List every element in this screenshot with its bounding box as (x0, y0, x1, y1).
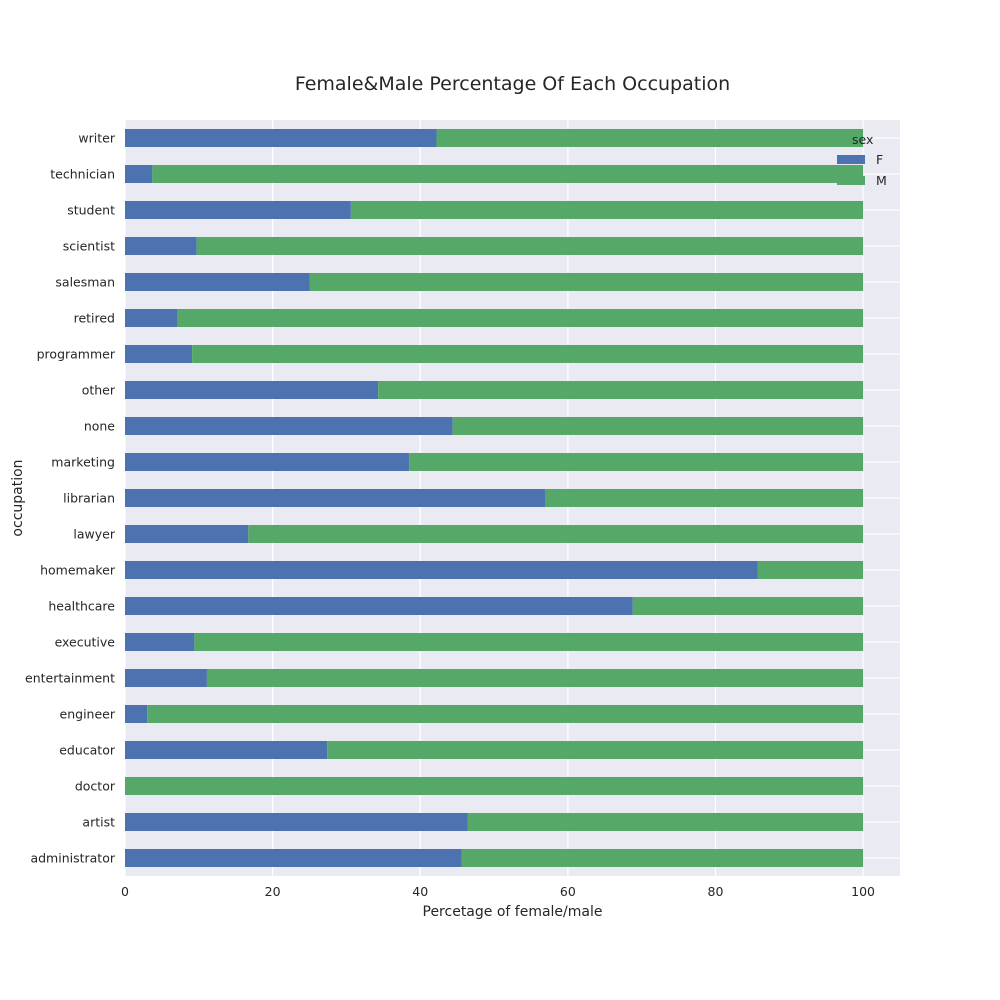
y-tick-label: salesman (55, 275, 115, 290)
y-tick-label: engineer (60, 707, 116, 722)
bar-f-other (125, 381, 379, 399)
y-tick-label: entertainment (25, 671, 115, 686)
bar-f-lawyer (125, 525, 249, 543)
bar-f-librarian (125, 489, 545, 507)
bar-m-other (378, 381, 864, 399)
x-tick-label: 60 (560, 884, 576, 899)
bar-f-retired (125, 309, 178, 327)
bar-m-healthcare (632, 597, 864, 615)
x-axis-ticks: 0 20 40 60 80 100 (121, 884, 875, 899)
bar-f-entertainment (125, 669, 207, 687)
y-tick-label: educator (59, 743, 116, 758)
bar-m-student (350, 201, 864, 219)
bar-f-homemaker (125, 561, 758, 579)
bar-m-homemaker (757, 561, 864, 579)
bar-m-engineer (147, 705, 864, 723)
y-tick-label: writer (78, 131, 115, 146)
y-tick-label: student (67, 203, 115, 218)
x-tick-label: 20 (265, 884, 281, 899)
y-tick-label: lawyer (73, 527, 115, 542)
legend-label-m: M (876, 173, 887, 188)
bar-f-administrator (125, 849, 462, 867)
x-tick-label: 80 (708, 884, 724, 899)
bar-f-student (125, 201, 351, 219)
bar-m-programmer (192, 345, 864, 363)
bar-m-educator (327, 741, 864, 759)
y-tick-label: librarian (63, 491, 115, 506)
y-tick-label: technician (50, 167, 115, 182)
bar-f-artist (125, 813, 468, 831)
bar-m-entertainment (206, 669, 864, 687)
y-tick-label: retired (74, 311, 115, 326)
y-tick-label: homemaker (40, 563, 116, 578)
bar-f-healthcare (125, 597, 633, 615)
y-tick-label: doctor (75, 779, 116, 794)
bar-f-none (125, 417, 453, 435)
y-tick-label: executive (55, 635, 116, 650)
x-tick-label: 40 (412, 884, 428, 899)
bar-f-scientist (125, 237, 197, 255)
bar-f-programmer (125, 345, 193, 363)
bar-f-salesman (125, 273, 310, 291)
bar-m-scientist (196, 237, 864, 255)
y-tick-label: programmer (37, 347, 116, 362)
legend-title: sex (852, 132, 873, 147)
bars (125, 129, 864, 867)
y-tick-label: none (84, 419, 115, 434)
x-tick-label: 0 (121, 884, 129, 899)
bar-f-educator (125, 741, 328, 759)
bar-f-marketing (125, 453, 410, 471)
x-axis-label: Percetage of female/male (423, 904, 603, 920)
bar-m-writer (436, 129, 864, 147)
bar-m-salesman (309, 273, 864, 291)
legend-swatch-f (837, 155, 865, 164)
bar-m-executive (194, 633, 864, 651)
x-tick-label: 100 (851, 884, 875, 899)
bar-m-administrator (461, 849, 864, 867)
bar-f-technician (125, 165, 153, 183)
bar-f-engineer (125, 705, 148, 723)
bar-f-executive (125, 633, 195, 651)
legend-swatch-m (837, 176, 865, 185)
y-tick-label: artist (82, 815, 115, 830)
bar-m-doctor (125, 777, 864, 795)
bar-m-marketing (409, 453, 864, 471)
bar-m-none (452, 417, 864, 435)
bar-f-writer (125, 129, 437, 147)
y-tick-label: healthcare (48, 599, 115, 614)
y-axis-label: occupation (10, 459, 26, 536)
chart-title: Female&Male Percentage Of Each Occupatio… (295, 73, 730, 95)
y-tick-label: scientist (63, 239, 115, 254)
bar-m-lawyer (248, 525, 864, 543)
legend-label-f: F (876, 152, 883, 167)
bar-m-retired (177, 309, 864, 327)
legend: sex FM (837, 132, 887, 188)
bar-m-artist (467, 813, 864, 831)
y-axis-ticks: administrator artist doctor educator enginee… (25, 131, 116, 866)
y-tick-label: other (82, 383, 116, 398)
y-tick-label: marketing (51, 455, 115, 470)
y-tick-label: administrator (30, 851, 115, 866)
bar-m-librarian (544, 489, 864, 507)
bar-m-technician (152, 165, 864, 183)
